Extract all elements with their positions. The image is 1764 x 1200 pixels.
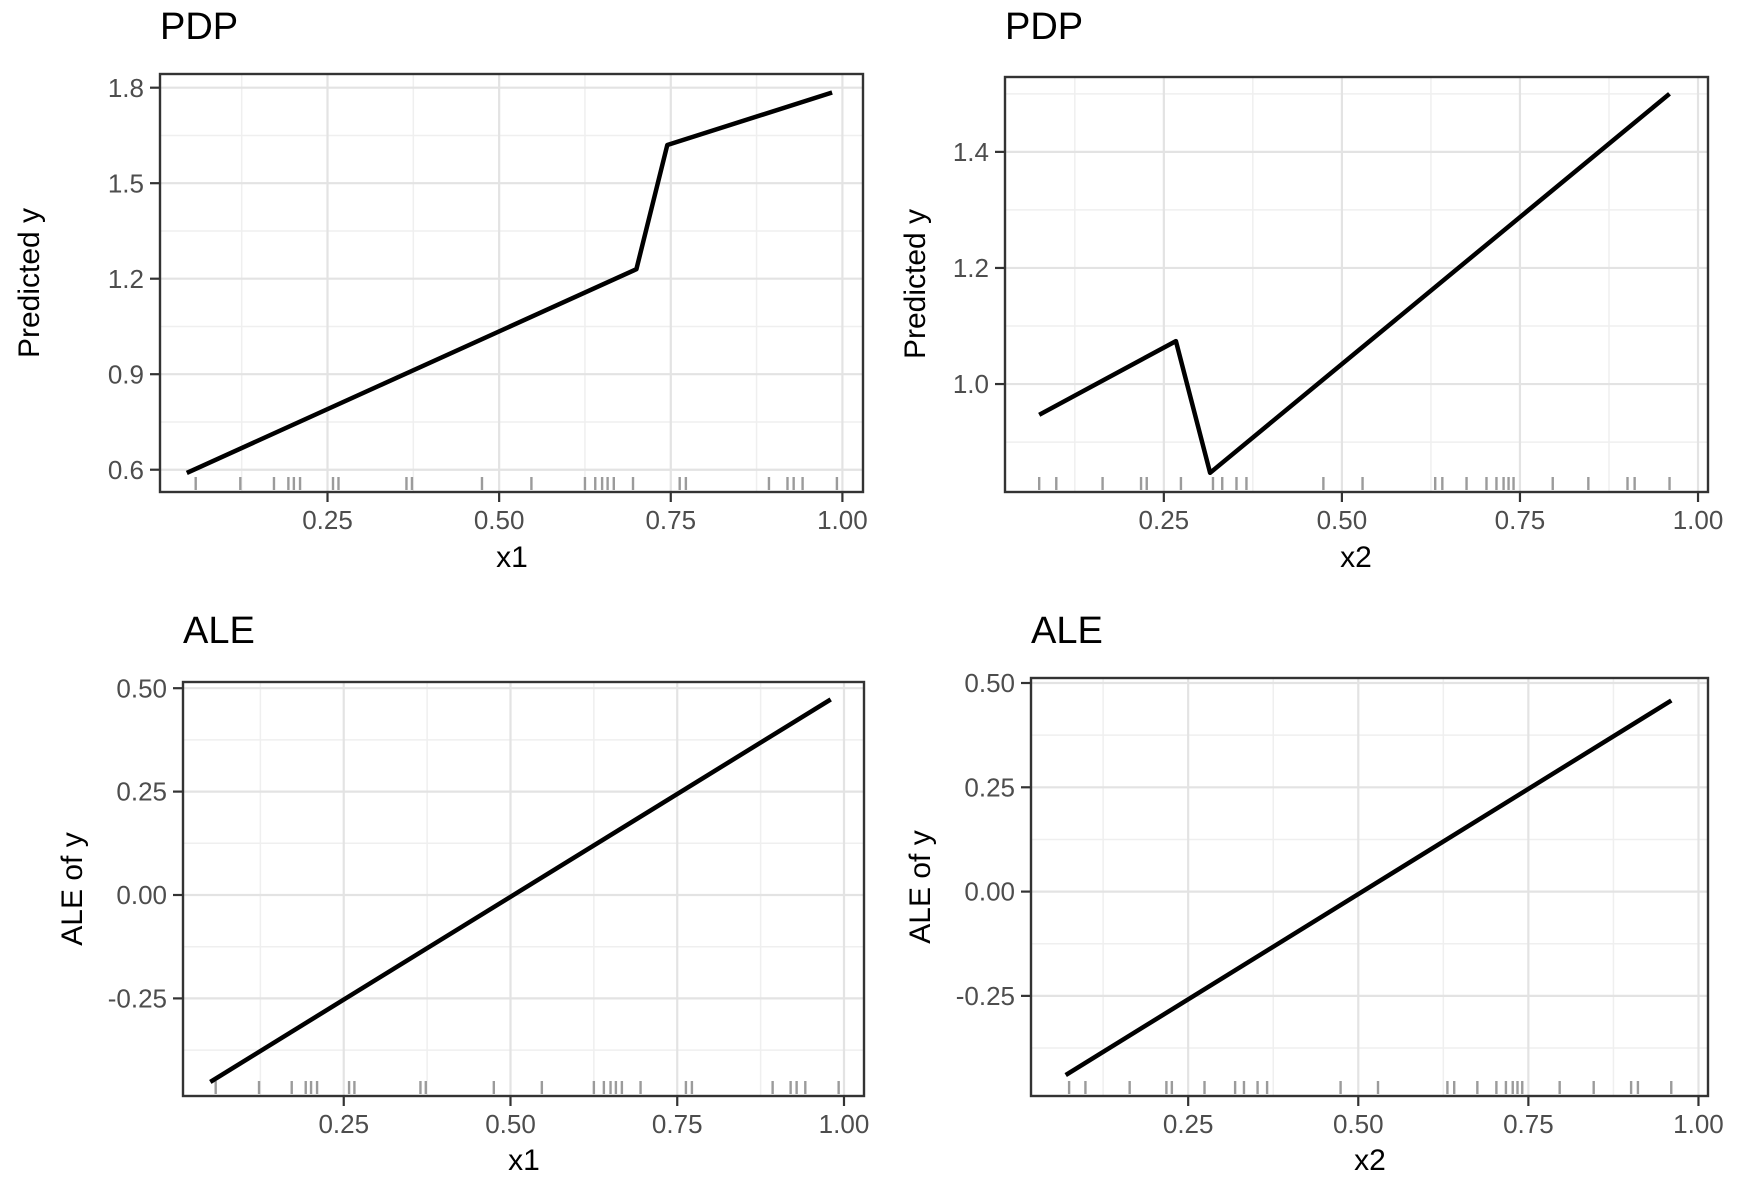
- data-line: [209, 697, 832, 1084]
- x-tick-label: 0.25: [318, 1109, 369, 1139]
- y-tick-label: -0.25: [956, 981, 1015, 1011]
- x-tick-label: 0.75: [1503, 1109, 1554, 1139]
- x-tick-label: 0.50: [485, 1109, 536, 1139]
- y-tick-label: 0.50: [116, 673, 167, 703]
- panel-pdp-x2: 0.25 0.50 0.75 1.00 1.0 1.2 1.4: [953, 75, 1724, 535]
- panel-border: [1003, 75, 1710, 494]
- panel-title-pdp-x1: PDP: [160, 6, 239, 48]
- x-tick-label: 1.00: [1673, 1109, 1724, 1139]
- x-tick-label: 1.00: [817, 505, 868, 535]
- y-axis-title-pdp-x1: Predicted y: [13, 207, 46, 359]
- y-tick-label: 1.4: [953, 137, 989, 167]
- panel-ale-x1: 0.25 0.50 0.75 1.00 -0.25 0.00 0.25 0.50: [108, 673, 870, 1139]
- x-tick-label: 0.25: [1139, 505, 1190, 535]
- data-line: [185, 90, 833, 475]
- panel-ale-x2: 0.25 0.50 0.75 1.00 -0.25 0.00 0.25 0.50: [956, 668, 1724, 1139]
- x-tick-label: 1.00: [819, 1109, 870, 1139]
- data-line: [1064, 698, 1673, 1078]
- x-tick-label: 0.75: [652, 1109, 703, 1139]
- y-axis-title-pdp-x2: Predicted y: [899, 208, 932, 360]
- y-tick-label: 1.2: [953, 253, 989, 283]
- panel-border: [158, 72, 865, 494]
- x-tick-label: 0.25: [1163, 1109, 1214, 1139]
- y-tick-label: 0.6: [108, 455, 144, 485]
- y-tick-label: 0.00: [964, 877, 1015, 907]
- y-tick-label: 0.25: [116, 777, 167, 807]
- panel-border: [1029, 676, 1710, 1098]
- y-axis-title-ale-x1: ALE of y: [56, 832, 89, 946]
- panel-title-ale-x2: ALE: [1031, 610, 1103, 652]
- panel-title-ale-x1: ALE: [183, 610, 255, 652]
- x-axis-title-pdp-x2: x2: [1340, 541, 1372, 574]
- y-axis-title-ale-x2: ALE of y: [904, 830, 937, 944]
- y-tick-label: 1.0: [953, 369, 989, 399]
- y-tick-label: 0.00: [116, 880, 167, 910]
- x-axis-title-pdp-x1: x1: [496, 541, 528, 574]
- x-axis-title-ale-x2: x2: [1354, 1144, 1386, 1177]
- panel-title-pdp-x2: PDP: [1005, 6, 1084, 48]
- x-axis-title-ale-x1: x1: [508, 1144, 540, 1177]
- panel-border: [181, 680, 866, 1098]
- x-tick-label: 0.50: [1317, 505, 1368, 535]
- x-tick-label: 1.00: [1673, 505, 1724, 535]
- x-tick-label: 0.50: [1333, 1109, 1384, 1139]
- x-tick-label: 0.75: [1495, 505, 1546, 535]
- y-tick-label: 0.25: [964, 772, 1015, 802]
- y-tick-label: 1.8: [108, 73, 144, 103]
- x-tick-label: 0.75: [645, 505, 696, 535]
- data-line: [1038, 92, 1671, 476]
- x-tick-label: 0.25: [302, 505, 353, 535]
- x-tick-label: 0.50: [474, 505, 525, 535]
- y-tick-label: 1.2: [108, 264, 144, 294]
- y-tick-label: 1.5: [108, 168, 144, 198]
- y-tick-label: 0.9: [108, 359, 144, 389]
- y-tick-label: 0.50: [964, 668, 1015, 698]
- y-tick-label: -0.25: [108, 983, 167, 1013]
- panel-pdp-x1: 0.25 0.50 0.75 1.00 0.6 0.9 1.2 1.5 1.8: [108, 73, 868, 535]
